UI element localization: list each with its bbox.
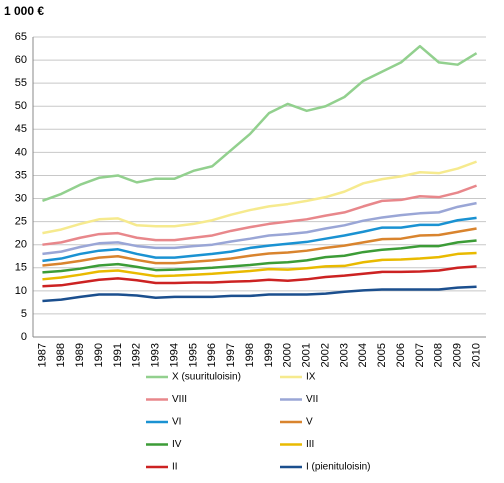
y-tick-label: 65 xyxy=(15,31,27,43)
x-tick-label: 1996 xyxy=(206,343,218,367)
legend-label: IX xyxy=(306,372,316,383)
y-tick-label: 60 xyxy=(15,54,27,66)
x-tick-label: 1993 xyxy=(150,343,162,367)
series-line xyxy=(42,265,477,288)
x-tick-label: 1994 xyxy=(168,343,180,367)
series-line xyxy=(42,184,477,246)
series-line xyxy=(42,227,477,267)
x-tick-label: 1992 xyxy=(131,343,143,367)
x-tick-label: 2010 xyxy=(470,343,482,367)
x-tick-label: 2006 xyxy=(395,343,407,367)
legend-label: V xyxy=(306,417,313,428)
series-line xyxy=(42,44,478,203)
y-tick-label: 45 xyxy=(15,123,27,135)
y-tick-label: 40 xyxy=(15,146,27,158)
y-tick-label: 50 xyxy=(15,100,27,112)
x-tick-label: 2000 xyxy=(282,343,294,367)
y-tick-label: 0 xyxy=(21,331,27,343)
y-tick-label: 15 xyxy=(15,262,27,274)
x-tick-label: 2004 xyxy=(357,343,369,367)
x-tick-label: 1995 xyxy=(187,343,199,367)
x-tick-label: 1988 xyxy=(55,343,67,367)
y-tick-label: 30 xyxy=(15,192,27,204)
x-tick-label: 2009 xyxy=(452,343,464,367)
x-tick-label: 1998 xyxy=(244,343,256,367)
series-line xyxy=(42,160,477,235)
x-tick-label: 1990 xyxy=(93,343,105,367)
legend-label: IV xyxy=(172,439,182,450)
y-tick-label: 35 xyxy=(15,169,27,181)
legend-label: III xyxy=(306,439,314,450)
x-tick-label: 1991 xyxy=(112,343,124,367)
y-tick-label: 20 xyxy=(15,239,27,251)
x-tick-label: 2003 xyxy=(338,343,350,367)
series-line xyxy=(42,251,477,281)
legend-label: VII xyxy=(306,394,318,405)
y-axis-title: 1 000 € xyxy=(4,4,44,18)
y-tick-label: 25 xyxy=(15,216,27,228)
series-line xyxy=(42,239,477,274)
legend-label: VIII xyxy=(172,394,187,405)
x-tick-label: 1989 xyxy=(74,343,86,367)
legend-label: X (suurituloisin) xyxy=(172,372,241,383)
y-tick-label: 5 xyxy=(21,308,27,320)
x-tick-label: 2001 xyxy=(301,343,313,367)
series-line xyxy=(42,216,477,263)
legend-label: II xyxy=(172,462,178,473)
series-line xyxy=(42,285,477,303)
legend-label: VI xyxy=(172,417,181,428)
x-tick-label: 1997 xyxy=(225,343,237,367)
y-tick-label: 10 xyxy=(15,285,27,297)
y-tick-label: 55 xyxy=(15,77,27,89)
x-tick-label: 1999 xyxy=(263,343,275,367)
x-tick-label: 2008 xyxy=(433,343,445,367)
x-tick-label: 2005 xyxy=(376,343,388,367)
x-tick-label: 2007 xyxy=(414,343,426,367)
legend-label: I (pienituloisin) xyxy=(306,462,370,473)
x-tick-label: 1987 xyxy=(36,343,48,367)
series-line xyxy=(42,201,477,256)
x-tick-label: 2002 xyxy=(319,343,331,367)
